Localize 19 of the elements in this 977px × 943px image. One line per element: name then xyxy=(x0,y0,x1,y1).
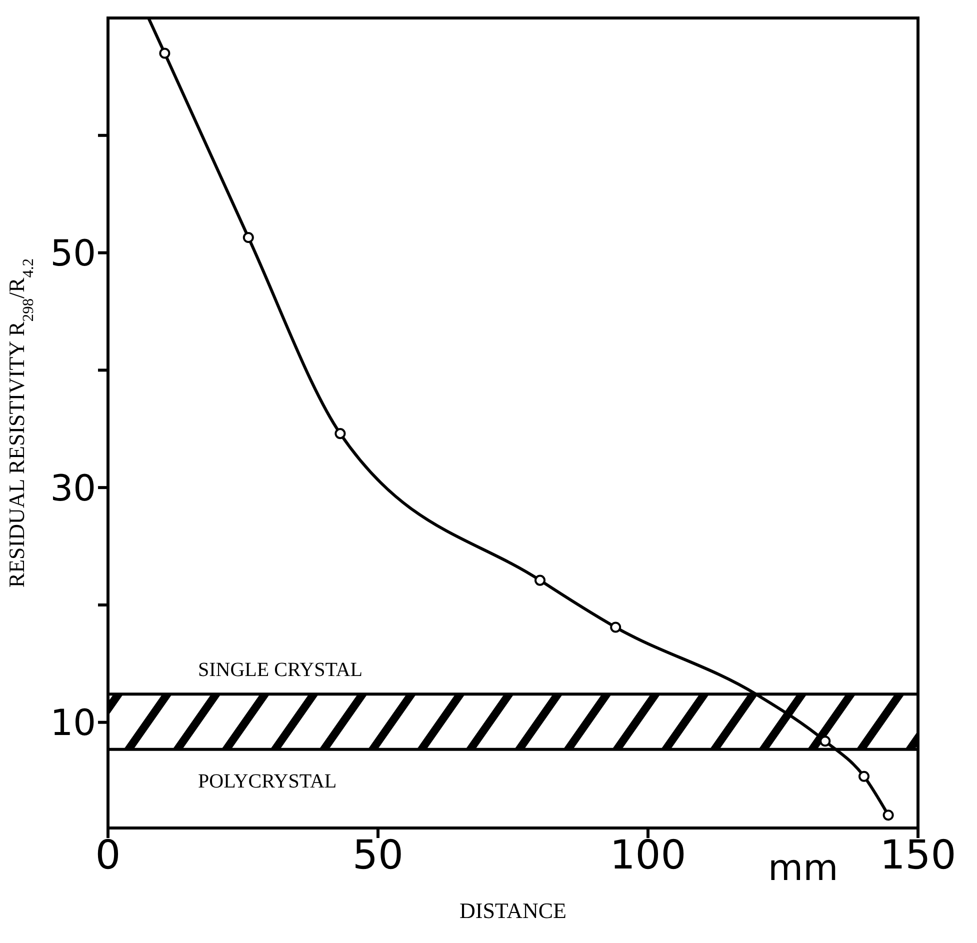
point xyxy=(820,736,831,747)
text: mm xyxy=(768,848,838,889)
x-tick-label: 100 xyxy=(610,832,686,878)
point xyxy=(858,770,870,782)
x-tick-label: 150 xyxy=(880,832,956,878)
x-tick-label: 0 xyxy=(95,832,121,878)
y-tick-label: 10 xyxy=(50,703,96,744)
point xyxy=(242,232,254,244)
point xyxy=(534,574,546,586)
y-tick-label: 50 xyxy=(50,234,96,275)
y-tick-label: 30 xyxy=(50,468,96,510)
point xyxy=(882,810,894,821)
annotation: SINGLE CRYSTAL xyxy=(198,659,363,682)
point xyxy=(334,428,346,440)
x-tick-label: 50 xyxy=(352,832,404,878)
point xyxy=(610,622,622,633)
annotation: POLYCRYSTAL xyxy=(198,770,337,792)
point xyxy=(159,48,170,59)
x-axis-title: DISTANCE xyxy=(459,898,567,923)
